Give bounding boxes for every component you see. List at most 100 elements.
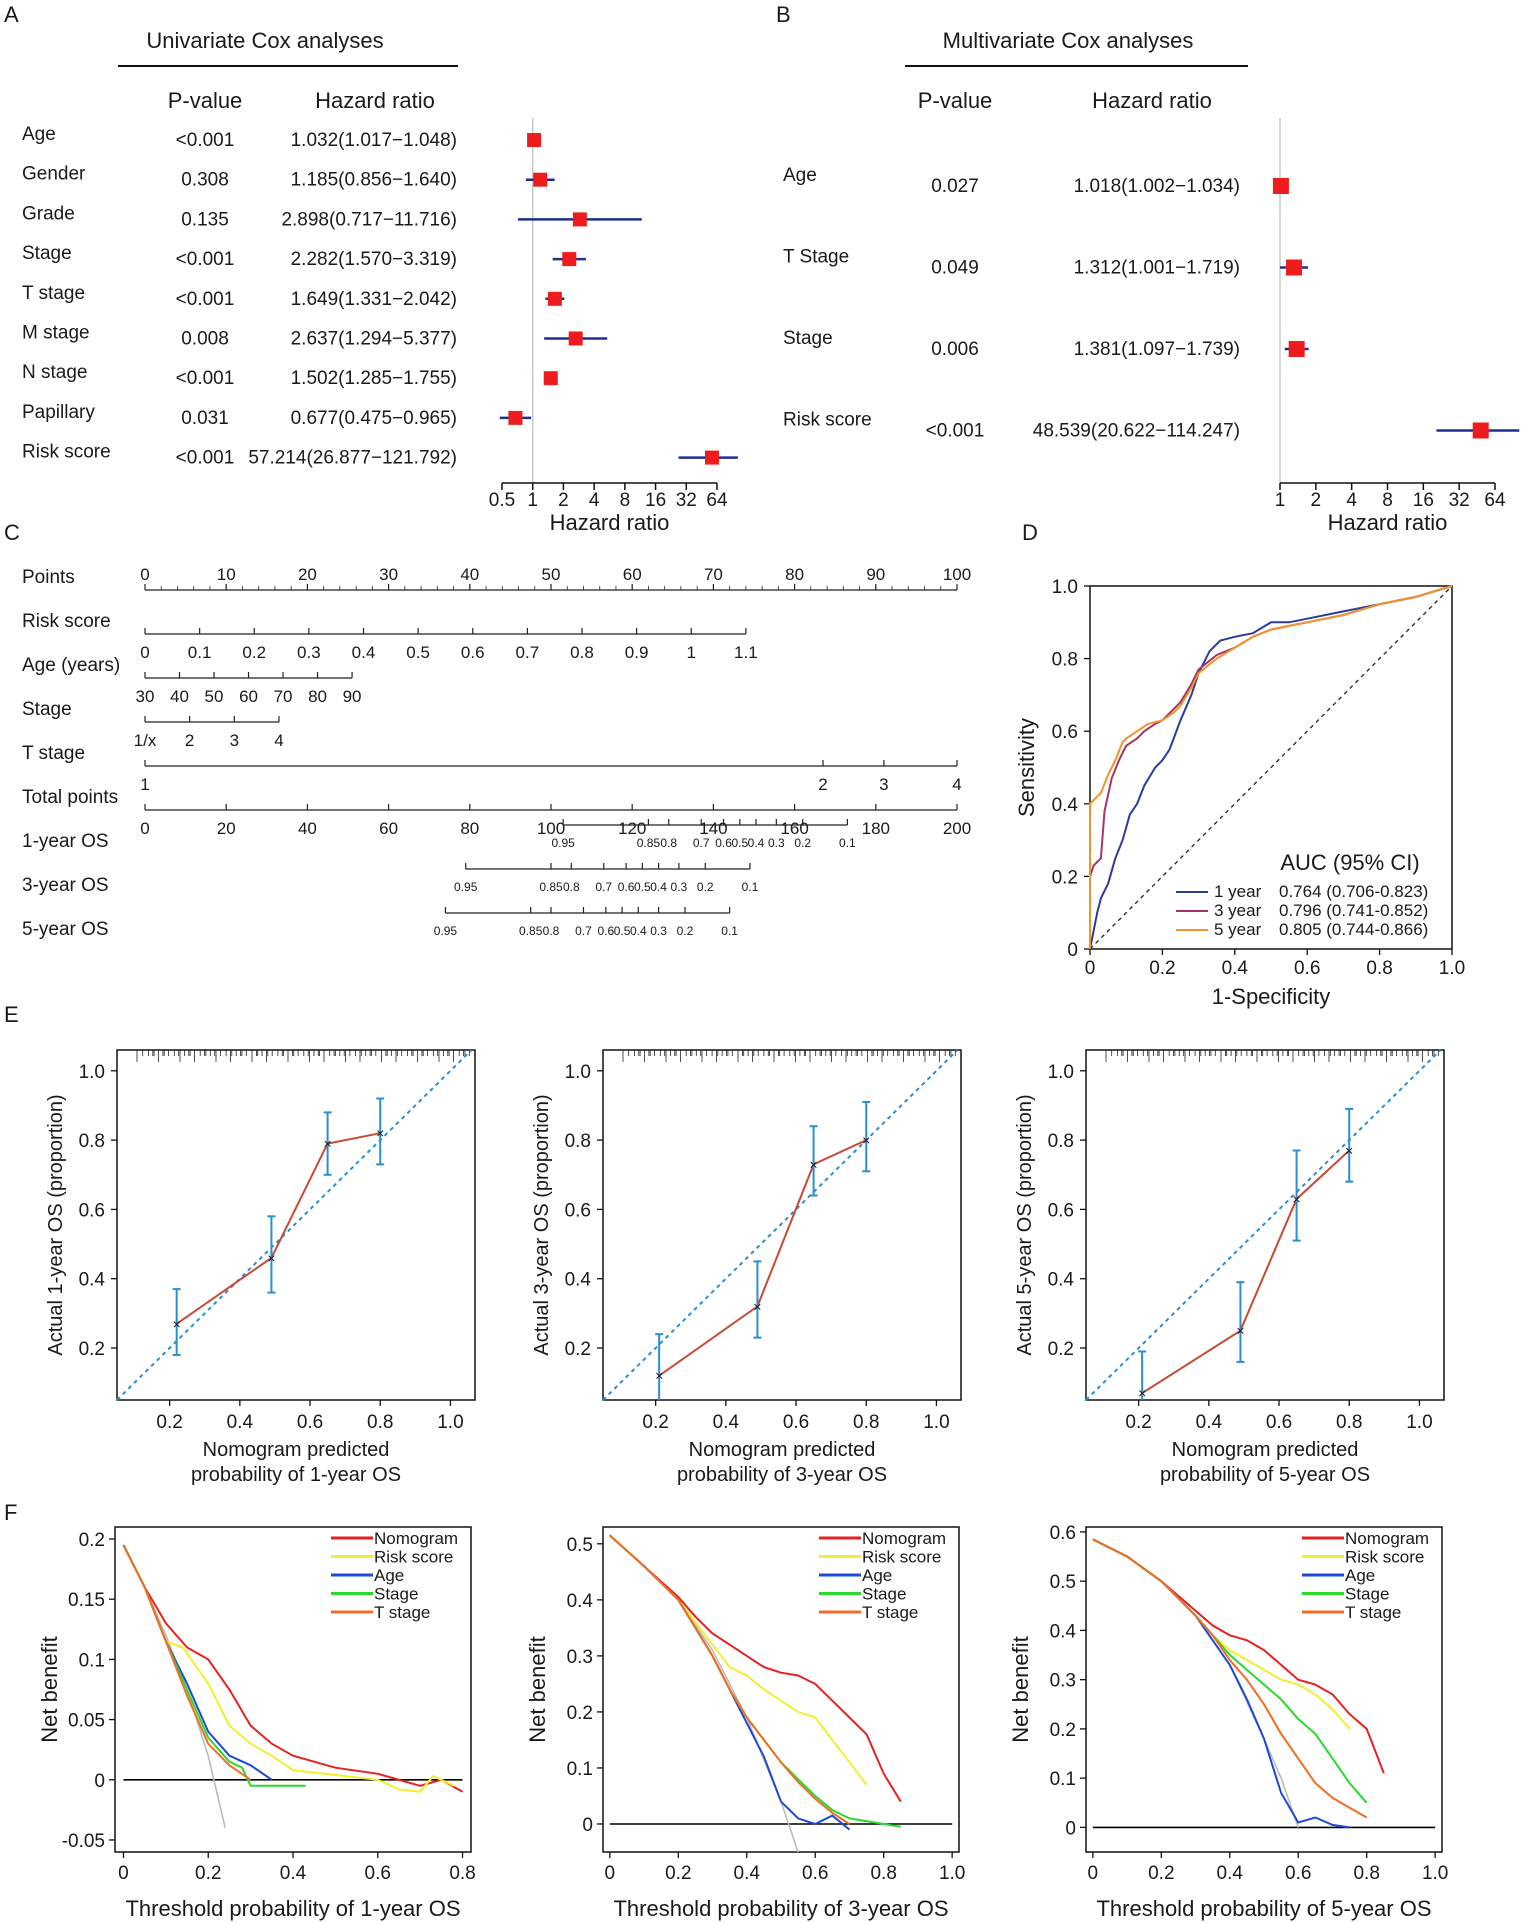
y-tick-label: 0 [94,1771,105,1792]
row-label: N stage [22,362,87,383]
roc-curve [1089,585,1453,950]
decision-curve-line [122,1544,463,1793]
nomogram-tick-label: 0.1 [742,880,759,894]
nomogram-tick-label: 0.85 [637,836,661,850]
row-label: Papillary [22,402,95,423]
y-axis-label: Net benefit [1008,1636,1033,1742]
y-tick-label: 0.4 [1048,1270,1075,1291]
y-tick-label: 0.2 [567,1703,593,1724]
plot-frame [1089,585,1453,950]
y-tick-label: 0.4 [1050,1621,1077,1642]
plot-frame [602,1526,960,1853]
x-tick-label: 16 [645,490,666,511]
plot-frame [1085,1049,1445,1401]
x-tick-label: 0.8 [1336,1412,1362,1433]
nomogram-tick-label: 0.95 [552,836,576,850]
panel-label-a: A [4,2,19,27]
nomogram-tick-label: 4 [952,775,961,794]
nomogram-tick-label: 0 [140,819,149,838]
nomogram-scale-name: Total points [22,787,118,808]
y-tick-label: 0.1 [1050,1769,1076,1790]
decision-curve-line [1092,1538,1351,1730]
nomogram-tick-label: 0.3 [650,924,667,938]
row-label: Risk score [783,410,872,431]
nomogram-tick-label: 0.3 [671,880,688,894]
legend-auc: 0.805 (0.744-0.866) [1279,920,1428,939]
x-tick-label: 0.6 [1285,1863,1311,1884]
y-tick-label: 0.2 [1050,1720,1076,1741]
panel-e-calibration-5yr: 0.2 0.2 0.4 0.4 0.6 0.6 0.8 0.8 1.0 1.0 Nomogram p… [1014,1049,1445,1486]
x-tick-label: 0.2 [1148,1863,1174,1884]
panel-d-roc: 00 0.2 0.2 0.4 0.4 0.6 0.6 0.8 0.8 1.0 1.0 1-Specif… [1014,577,1465,1009]
x-tick-label: 0.4 [280,1863,307,1884]
panel-e-calibration-3yr: 0.2 0.2 0.4 0.4 0.6 0.6 0.8 0.8 1.0 1.0 Nomogram p… [531,1049,962,1486]
row-label: Stage [22,243,72,264]
y-tick-label: 1.0 [565,1062,591,1083]
nomogram-tick-label: 0.8 [543,924,560,938]
hazard-ratio-header: Hazard ratio [1092,88,1212,113]
nomogram-tick-label: 0.95 [454,880,478,894]
nomogram-tick-label: 70 [704,565,723,584]
y-tick-label: 0.15 [68,1590,105,1611]
x-tick-label: 0 [1085,958,1096,979]
y-tick-label: 0.2 [1052,867,1078,888]
legend-label: Risk score [374,1548,453,1567]
nomogram-tick-label: 20 [217,819,236,838]
nomogram-tick-label: 50 [542,565,561,584]
legend-label: Stage [374,1585,418,1604]
panel-label-c: C [4,520,20,545]
x-tick-label: 2 [1311,490,1322,511]
calibration-point: × [1138,1385,1146,1401]
nomogram-tick-label: 2 [818,775,827,794]
nomogram-tick-label: 0.7 [693,836,710,850]
x-axis-label: Threshold probability of 5-year OS [1096,1896,1431,1921]
calibration-point: × [173,1316,181,1332]
nomogram-tick-label: 0.3 [297,643,321,662]
legend-label: Age [1345,1566,1375,1585]
nomogram-scale-name: 1-year OS [22,831,109,852]
nomogram-tick-label: 0.8 [563,880,580,894]
nomogram-tick-label: 0 [140,565,149,584]
row-label: Grade [22,203,75,224]
row-hazard-ratio: 48.539(20.622−114.247) [1033,421,1240,442]
x-tick-label: 0 [605,1863,616,1884]
nomogram-scale-name: Stage [22,699,72,720]
row-label: M stage [22,323,90,344]
forest-title: Univariate Cox analyses [146,28,383,53]
y-tick-label: 0.5 [567,1535,593,1556]
x-tick-label: 0.6 [783,1412,809,1433]
nomogram-tick-label: 70 [274,687,293,706]
ideal-reference-line [116,1049,473,1401]
nomogram-tick-label: 2 [185,731,194,750]
nomogram-tick-label: 0.5 [614,924,631,938]
x-tick-label: 0.6 [802,1863,828,1884]
nomogram-tick-label: 60 [379,819,398,838]
x-tick-label: 1 [1275,490,1286,511]
row-p-value: <0.001 [176,368,235,389]
x-tick-label: 0.6 [1294,958,1320,979]
legend-label: Nomogram [1345,1529,1429,1548]
y-tick-label: 1.0 [1048,1062,1074,1083]
legend-label: T stage [862,1603,918,1622]
calibration-point: × [809,1156,817,1172]
y-tick-label: 0.3 [1050,1671,1076,1692]
nomogram-tick-label: 0.5 [634,880,651,894]
decision-curve-line [1092,1538,1368,1804]
row-label: T Stage [783,247,849,268]
hazard-ratio-marker [547,291,562,306]
nomogram-tick-label: 100 [943,565,971,584]
nomogram-tick-label: 0.1 [188,643,212,662]
y-tick-label: 0.05 [68,1711,105,1732]
hazard-ratio-marker [572,212,587,227]
row-hazard-ratio: 2.282(1.570−3.319) [291,249,457,270]
y-tick-label: 0.8 [1052,650,1078,671]
legend-label: T stage [374,1603,430,1622]
nomogram-tick-label: 3 [879,775,888,794]
nomogram-tick-label: 40 [460,565,479,584]
panel-label-b: B [776,2,791,27]
nomogram-tick-label: 0.4 [650,880,667,894]
nomogram-tick-label: 100 [537,819,565,838]
hazard-ratio-marker [508,410,523,425]
row-label: Age [783,165,817,186]
